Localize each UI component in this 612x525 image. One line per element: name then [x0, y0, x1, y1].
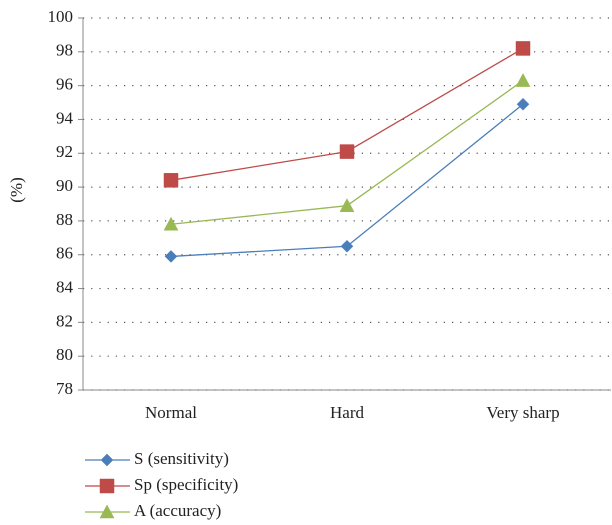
marker [339, 144, 355, 159]
y-tick-label: 82 [56, 311, 73, 330]
marker [163, 216, 179, 231]
marker [515, 73, 531, 87]
y-axis-label: (%) [7, 177, 26, 202]
y-tick-label: 78 [56, 379, 73, 398]
y-tick-label: 100 [48, 7, 74, 26]
legend-label: A (accuracy) [134, 501, 221, 520]
legend-label: Sp (specificity) [134, 475, 238, 494]
y-tick-label: 98 [56, 41, 73, 60]
series-line [170, 47, 524, 181]
y-tick-label: 92 [56, 142, 73, 161]
x-tick-label: Very sharp [486, 403, 559, 422]
marker [100, 453, 114, 467]
y-tick-label: 84 [56, 277, 74, 296]
y-tick-label: 86 [56, 244, 73, 263]
marker [99, 504, 115, 519]
series-line [170, 103, 524, 258]
marker [99, 478, 115, 494]
y-tick-label: 80 [56, 345, 73, 364]
marker [164, 250, 178, 263]
x-tick-label: Hard [330, 403, 364, 422]
y-tick-label: 96 [56, 75, 73, 94]
marker [339, 198, 355, 212]
legend-label: S (sensitivity) [134, 449, 229, 468]
marker [163, 173, 179, 188]
y-tick-label: 94 [56, 108, 74, 127]
y-tick-label: 88 [56, 210, 73, 229]
x-tick-label: Normal [145, 403, 197, 422]
y-tick-label: 90 [56, 176, 73, 195]
marker [340, 239, 354, 253]
marker [516, 97, 530, 111]
marker [515, 41, 531, 56]
